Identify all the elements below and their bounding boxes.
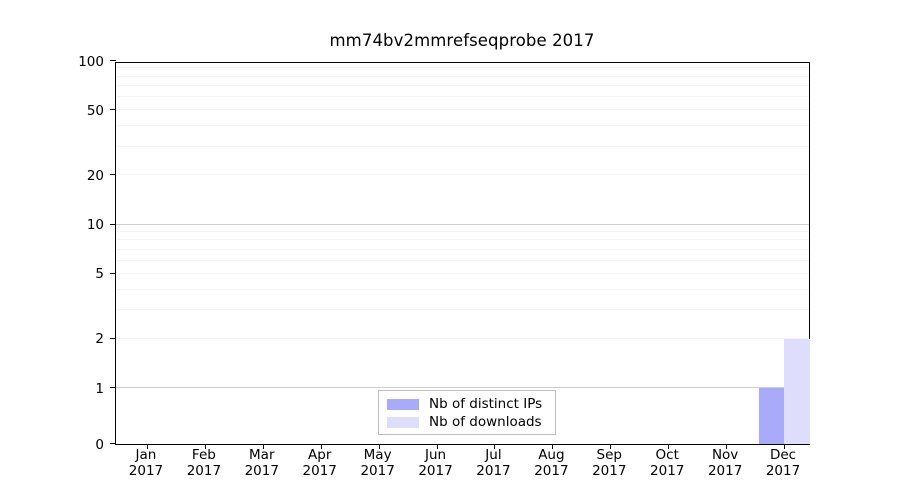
- gridline-minor: [116, 309, 809, 310]
- x-axis-tick: [204, 444, 206, 449]
- x-axis-tick-year: 2017: [534, 463, 569, 479]
- x-axis-tick-year: 2017: [765, 463, 801, 479]
- chart-title-text: mm74bv2mmrefseqprobe 2017: [329, 31, 595, 50]
- x-axis-tick-label: Oct 2017: [632, 447, 702, 479]
- x-axis-tick-label: Apr 2017: [285, 447, 355, 479]
- x-axis-tick: [494, 444, 496, 449]
- x-axis-tick-month: Nov: [711, 447, 739, 463]
- y-axis-tick: [110, 223, 116, 225]
- x-axis-tick: [436, 444, 438, 449]
- x-axis-tick-year: 2017: [592, 463, 627, 479]
- chart-title: mm74bv2mmrefseqprobe 2017: [0, 31, 900, 50]
- x-axis-tick-year: 2017: [707, 463, 743, 479]
- legend-swatch-icon: [387, 399, 419, 410]
- x-axis-labels: Jan 2017 Feb 2017 Mar 2017 Apr 2017 May 2017 Jun 20…: [115, 447, 810, 497]
- gridline-minor: [116, 239, 809, 241]
- gridline-minor: [116, 288, 809, 290]
- x-axis-tick-year: 2017: [360, 463, 395, 479]
- x-axis-tick-year: 2017: [302, 463, 337, 479]
- legend-item: Nb of distinct IPs: [387, 396, 547, 413]
- x-axis-tick-month: Mar: [249, 447, 275, 463]
- chart-legend: Nb of distinct IPs Nb of downloads: [378, 390, 556, 435]
- y-axis-tick-label: 2: [95, 331, 104, 348]
- y-axis-tick: [110, 272, 116, 274]
- y-axis-tick: [110, 60, 116, 61]
- x-axis-tick-month: Jun: [424, 447, 447, 463]
- y-axis-tick-label: 5: [95, 266, 104, 283]
- legend-label: Nb of distinct IPs: [429, 396, 543, 412]
- x-axis-tick: [668, 444, 670, 449]
- x-axis-tick-label: Jul 2017: [458, 447, 528, 479]
- x-axis-tick: [262, 444, 264, 449]
- y-axis-tick: [110, 337, 116, 339]
- gridline-minor: [116, 230, 809, 232]
- y-axis-tick: [110, 109, 116, 111]
- x-axis-tick-label: Sep 2017: [574, 447, 644, 479]
- y-axis-tick: [110, 443, 116, 444]
- x-axis-tick-year: 2017: [650, 463, 685, 479]
- y-axis-tick: [110, 174, 116, 176]
- legend-label: Nb of downloads: [429, 414, 542, 430]
- y-axis-tick-label: 0: [95, 436, 104, 453]
- y-axis-tick-label: 50: [86, 102, 104, 119]
- x-axis-tick-month: Sep: [596, 447, 622, 463]
- gridline-minor: [116, 67, 809, 69]
- x-axis-tick-label: May 2017: [343, 447, 413, 479]
- gridline-minor: [116, 145, 809, 147]
- x-axis-tick: [610, 444, 612, 449]
- gridline-minor: [116, 109, 809, 111]
- x-axis-tick: [784, 444, 786, 449]
- x-axis-tick-label: Aug 2017: [516, 447, 586, 479]
- gridline-major: [116, 387, 809, 388]
- bar-nb-of-distinct-ips: [758, 388, 785, 444]
- x-axis-tick-month: May: [363, 447, 392, 463]
- gridline-minor: [116, 174, 809, 176]
- gridline-minor: [116, 125, 809, 127]
- x-axis-tick-month: Dec: [769, 447, 797, 463]
- x-axis-tick-label: Dec 2017: [748, 447, 818, 479]
- x-axis-tick-label: Feb 2017: [169, 447, 239, 479]
- x-axis-tick-month: Feb: [191, 447, 216, 463]
- gridline-minor: [116, 272, 809, 274]
- x-axis-tick-year: 2017: [418, 463, 453, 479]
- x-axis-tick-label: Mar 2017: [227, 447, 297, 479]
- legend-item: Nb of downloads: [387, 414, 547, 431]
- y-axis-labels: 100 50 20 10 5 2 1 0: [60, 55, 110, 451]
- plot-area: [110, 60, 810, 449]
- y-axis-tick-label: 10: [86, 217, 104, 233]
- y-axis-tick-label: 1: [95, 380, 104, 397]
- x-axis-tick: [552, 444, 554, 449]
- x-axis-tick: [378, 444, 380, 449]
- x-axis-tick-label: Nov 2017: [690, 447, 760, 479]
- y-axis-tick-label: 100: [78, 53, 104, 70]
- x-axis-tick-month: Jan: [135, 447, 157, 463]
- x-axis-tick-label: Jan 2017: [111, 447, 181, 479]
- x-axis-tick: [320, 444, 322, 449]
- x-axis-tick-month: Jul: [485, 447, 502, 463]
- legend-swatch-icon: [387, 417, 419, 428]
- x-axis-tick-year: 2017: [244, 463, 279, 479]
- x-axis-tick-year: 2017: [128, 463, 164, 479]
- gridline-minor: [116, 96, 809, 98]
- bar-nb-of-downloads: [784, 338, 810, 444]
- x-axis-tick-year: 2017: [186, 463, 222, 479]
- x-axis-tick-month: Aug: [538, 447, 565, 463]
- y-axis-tick: [110, 387, 116, 388]
- x-axis-tick: [726, 444, 728, 449]
- x-axis-tick-label: Jun 2017: [401, 447, 471, 479]
- gridline-minor: [116, 75, 809, 77]
- gridline-minor: [116, 259, 809, 261]
- gridline-minor: [116, 337, 809, 339]
- x-axis-tick-month: Apr: [308, 447, 332, 463]
- gridline-major: [116, 223, 809, 225]
- x-axis-tick-year: 2017: [476, 463, 511, 479]
- gridline-minor: [116, 85, 809, 87]
- x-axis-tick: [146, 444, 148, 449]
- gridline-minor: [116, 248, 809, 250]
- x-axis-tick-month: Oct: [655, 447, 679, 463]
- y-axis-tick-label: 20: [86, 167, 104, 184]
